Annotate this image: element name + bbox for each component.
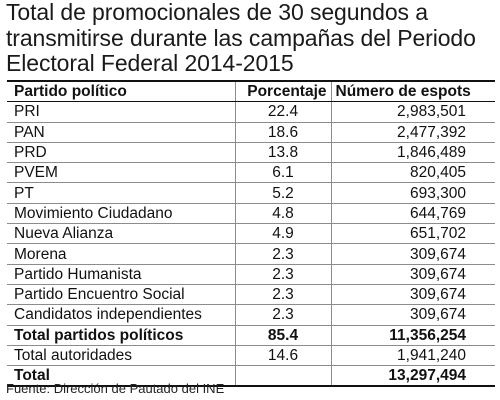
header-porcentaje: Porcentaje — [234, 82, 331, 103]
table-row: Partido Humanista 2.3 309,674 — [7, 264, 495, 285]
table-body: PRI 22.4 2,983,501 PAN 18.6 2,477,392 PRD 13.8 1… — [7, 101, 495, 388]
cell-partido: Total — [7, 365, 235, 388]
cell-partido: PT — [7, 182, 235, 204]
cell-espots: 309,674 — [330, 304, 495, 326]
cell-partido: Total autoridades — [7, 345, 235, 367]
cell-porcentaje: 2.3 — [234, 304, 331, 326]
table-row: PRD 13.8 1,846,489 — [7, 142, 495, 164]
cell-espots: 820,405 — [330, 162, 495, 184]
page-title: Total de promocionales de 30 segundos a … — [6, 0, 496, 77]
cell-partido: Movimiento Ciudadano — [7, 203, 235, 225]
cell-espots: 2,983,501 — [330, 101, 495, 123]
cell-porcentaje: 2.3 — [234, 264, 331, 285]
cell-porcentaje: 2.3 — [234, 243, 331, 265]
cell-espots: 1,941,240 — [330, 345, 495, 367]
cell-espots: 309,674 — [330, 243, 495, 265]
header-espots: Número de espots — [330, 82, 495, 103]
cell-partido: Morena — [7, 243, 235, 265]
cell-porcentaje: 18.6 — [234, 122, 331, 143]
cell-porcentaje: 14.6 — [234, 345, 331, 367]
cell-partido: PRD — [7, 142, 235, 164]
cell-espots: 2,477,392 — [330, 122, 495, 143]
source-note: Fuente: Dirección de Pautado del INE — [6, 381, 225, 396]
table-row: PVEM 6.1 820,405 — [7, 162, 495, 184]
table-row: PT 5.2 693,300 — [7, 182, 495, 204]
cell-porcentaje — [234, 365, 331, 388]
cell-espots: 309,674 — [330, 284, 495, 306]
cell-partido: PRI — [7, 101, 235, 123]
cell-partido: Nueva Alianza — [7, 223, 235, 245]
table-row: PRI 22.4 2,983,501 — [7, 101, 495, 123]
table-row: Total 13,297,494 — [7, 365, 495, 388]
cell-espots: 693,300 — [330, 182, 495, 204]
spots-table: Partido político Porcentaje Número de es… — [7, 82, 495, 388]
table-row: Movimiento Ciudadano 4.8 644,769 — [7, 203, 495, 225]
title-line-1: Total de promocionales de 30 segundos a — [6, 0, 428, 25]
cell-porcentaje: 4.9 — [234, 223, 331, 245]
title-line-3: Electoral Federal 2014-2015 — [6, 50, 294, 76]
table-row: Morena 2.3 309,674 — [7, 243, 495, 265]
cell-espots: 13,297,494 — [330, 365, 495, 388]
cell-porcentaje: 4.8 — [234, 203, 331, 225]
table-row: Candidatos independientes 2.3 309,674 — [7, 304, 495, 326]
cell-porcentaje: 5.2 — [234, 182, 331, 204]
cell-porcentaje: 6.1 — [234, 162, 331, 184]
cell-partido: Partido Encuentro Social — [7, 284, 235, 306]
cell-porcentaje: 2.3 — [234, 284, 331, 306]
table-row: Nueva Alianza 4.9 651,702 — [7, 223, 495, 245]
cell-porcentaje: 13.8 — [234, 142, 331, 164]
cell-espots: 651,702 — [330, 223, 495, 245]
cell-partido: Partido Humanista — [7, 264, 235, 285]
table-top-rule — [7, 80, 495, 82]
cell-partido: PVEM — [7, 162, 235, 184]
cell-espots: 644,769 — [330, 203, 495, 225]
cell-porcentaje: 85.4 — [234, 325, 331, 346]
cell-partido: Total partidos políticos — [7, 325, 235, 346]
cell-partido: Candidatos independientes — [7, 304, 235, 326]
table-row: Total partidos políticos 85.4 11,356,254 — [7, 325, 495, 346]
cell-espots: 11,356,254 — [330, 325, 495, 346]
title-line-2: transmitirse durante las campañas del Pe… — [6, 24, 476, 51]
cell-espots: 1,846,489 — [330, 142, 495, 164]
table-header-row: Partido político Porcentaje Número de es… — [7, 82, 495, 103]
cell-partido: PAN — [7, 122, 235, 143]
header-partido: Partido político — [7, 82, 235, 103]
table-row: PAN 18.6 2,477,392 — [7, 122, 495, 143]
table-row: Partido Encuentro Social 2.3 309,674 — [7, 284, 495, 306]
table-row: Total autoridades 14.6 1,941,240 — [7, 345, 495, 367]
cell-espots: 309,674 — [330, 264, 495, 285]
cell-porcentaje: 22.4 — [234, 101, 331, 123]
